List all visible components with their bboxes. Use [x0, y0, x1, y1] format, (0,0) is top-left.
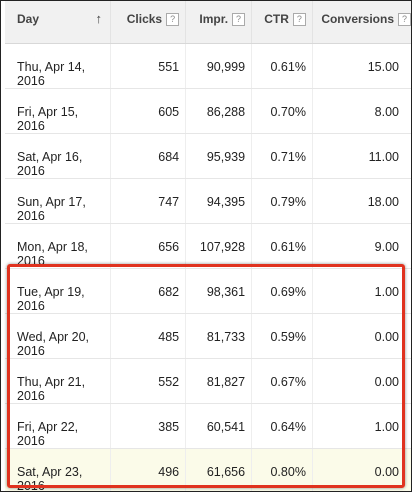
column-header-label: Conversions — [321, 12, 394, 26]
table-row: Sun, Apr 17, 2016 747 94,395 0.79% 18.00 — [5, 178, 411, 224]
cell-clicks: 385 — [110, 403, 186, 449]
cell-ctr: 0.64% — [251, 403, 313, 449]
table-row: Sat, Apr 23, 2016 496 61,656 0.80% 0.00 — [5, 448, 411, 491]
column-header-day[interactable]: Day ↑ — [5, 1, 111, 44]
column-header-clicks[interactable]: Clicks? — [110, 1, 186, 44]
cell-day: Thu, Apr 14, 2016 — [5, 43, 111, 89]
cell-day: Sun, Apr 17, 2016 — [5, 178, 111, 224]
cell-conversions: 8.00 — [311, 88, 411, 134]
cell-impr: 60,541 — [185, 403, 252, 449]
cell-ctr: 0.80% — [251, 448, 313, 491]
cell-day: Thu, Apr 21, 2016 — [5, 358, 111, 404]
table-row: Fri, Apr 22, 2016 385 60,541 0.64% 1.00 — [5, 403, 411, 449]
cell-impr: 107,928 — [185, 223, 252, 269]
column-header-label: CTR — [264, 12, 289, 26]
cell-clicks: 551 — [110, 43, 186, 89]
table-header-row: Day ↑ Clicks? Impr.? CTR? Conversions? — [5, 1, 411, 44]
cell-ctr: 0.59% — [251, 313, 313, 359]
cell-impr: 81,827 — [185, 358, 252, 404]
cell-conversions: 1.00 — [311, 403, 411, 449]
cell-day: Sat, Apr 23, 2016 — [5, 448, 111, 491]
cell-ctr: 0.67% — [251, 358, 313, 404]
column-header-label: Impr. — [199, 12, 229, 26]
cell-clicks: 552 — [110, 358, 186, 404]
table-row: Wed, Apr 20, 2016 485 81,733 0.59% 0.00 — [5, 313, 411, 359]
help-icon[interactable]: ? — [166, 13, 180, 26]
cell-clicks: 747 — [110, 178, 186, 224]
cell-ctr: 0.79% — [251, 178, 313, 224]
cell-conversions: 9.00 — [311, 223, 411, 269]
column-header-conversions[interactable]: Conversions? — [311, 1, 411, 44]
cell-clicks: 605 — [110, 88, 186, 134]
cell-day: Fri, Apr 22, 2016 — [5, 403, 111, 449]
cell-clicks: 684 — [110, 133, 186, 179]
cell-impr: 98,361 — [185, 268, 252, 314]
cell-conversions: 0.00 — [311, 448, 411, 491]
column-header-ctr[interactable]: CTR? — [251, 1, 313, 44]
sort-ascending-icon[interactable]: ↑ — [95, 11, 103, 26]
cell-day: Tue, Apr 19, 2016 — [5, 268, 111, 314]
cell-conversions: 0.00 — [311, 313, 411, 359]
column-header-label: Day — [17, 12, 40, 26]
table-row: Sat, Apr 16, 2016 684 95,939 0.71% 11.00 — [5, 133, 411, 179]
table-row: Tue, Apr 19, 2016 682 98,361 0.69% 1.00 — [5, 268, 411, 314]
table-row: Fri, Apr 15, 2016 605 86,288 0.70% 8.00 — [5, 88, 411, 134]
cell-day: Fri, Apr 15, 2016 — [5, 88, 111, 134]
help-icon[interactable]: ? — [232, 13, 246, 26]
cell-conversions: 0.00 — [311, 358, 411, 404]
cell-conversions: 11.00 — [311, 133, 411, 179]
cell-day: Sat, Apr 16, 2016 — [5, 133, 111, 179]
cell-impr: 95,939 — [185, 133, 252, 179]
cell-conversions: 15.00 — [311, 43, 411, 89]
help-icon[interactable]: ? — [292, 13, 306, 26]
cell-impr: 94,395 — [185, 178, 252, 224]
table-row: Mon, Apr 18, 2016 656 107,928 0.61% 9.00 — [5, 223, 411, 269]
cell-ctr: 0.61% — [251, 43, 313, 89]
table-row: Thu, Apr 21, 2016 552 81,827 0.67% 0.00 — [5, 358, 411, 404]
cell-clicks: 496 — [110, 448, 186, 491]
cell-clicks: 656 — [110, 223, 186, 269]
cell-conversions: 1.00 — [311, 268, 411, 314]
cell-impr: 81,733 — [185, 313, 252, 359]
cell-ctr: 0.69% — [251, 268, 313, 314]
cell-impr: 61,656 — [185, 448, 252, 491]
cell-day: Wed, Apr 20, 2016 — [5, 313, 111, 359]
cell-clicks: 485 — [110, 313, 186, 359]
column-header-label: Clicks — [126, 12, 163, 26]
table-row: Thu, Apr 14, 2016 551 90,999 0.61% 15.00 — [5, 43, 411, 89]
cell-ctr: 0.71% — [251, 133, 313, 179]
cell-day: Mon, Apr 18, 2016 — [5, 223, 111, 269]
cell-ctr: 0.61% — [251, 223, 313, 269]
cell-conversions: 18.00 — [311, 178, 411, 224]
cell-impr: 90,999 — [185, 43, 252, 89]
help-icon[interactable]: ? — [398, 13, 411, 26]
cell-ctr: 0.70% — [251, 88, 313, 134]
performance-table: Day ↑ Clicks? Impr.? CTR? Conversions? — [5, 1, 411, 491]
cell-clicks: 682 — [110, 268, 186, 314]
cell-impr: 86,288 — [185, 88, 252, 134]
column-header-impr[interactable]: Impr.? — [185, 1, 252, 44]
